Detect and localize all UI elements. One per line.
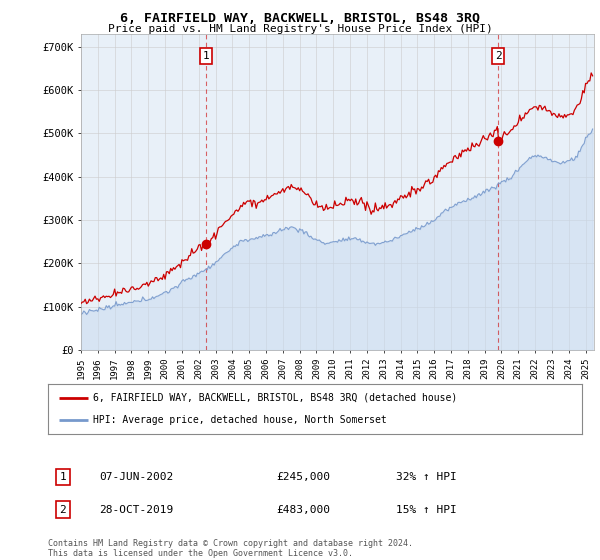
Text: 6, FAIRFIELD WAY, BACKWELL, BRISTOL, BS48 3RQ: 6, FAIRFIELD WAY, BACKWELL, BRISTOL, BS4… xyxy=(120,12,480,25)
Text: 15% ↑ HPI: 15% ↑ HPI xyxy=(396,505,457,515)
Text: 28-OCT-2019: 28-OCT-2019 xyxy=(99,505,173,515)
Text: 07-JUN-2002: 07-JUN-2002 xyxy=(99,472,173,482)
Text: Contains HM Land Registry data © Crown copyright and database right 2024.
This d: Contains HM Land Registry data © Crown c… xyxy=(48,539,413,558)
Text: £245,000: £245,000 xyxy=(276,472,330,482)
Text: HPI: Average price, detached house, North Somerset: HPI: Average price, detached house, Nort… xyxy=(94,415,387,425)
Text: £483,000: £483,000 xyxy=(276,505,330,515)
Text: 2: 2 xyxy=(495,51,502,60)
Text: 32% ↑ HPI: 32% ↑ HPI xyxy=(396,472,457,482)
Text: 6, FAIRFIELD WAY, BACKWELL, BRISTOL, BS48 3RQ (detached house): 6, FAIRFIELD WAY, BACKWELL, BRISTOL, BS4… xyxy=(94,393,458,403)
Text: 1: 1 xyxy=(203,51,209,60)
Text: 2: 2 xyxy=(59,505,67,515)
Text: 1: 1 xyxy=(59,472,67,482)
Text: Price paid vs. HM Land Registry's House Price Index (HPI): Price paid vs. HM Land Registry's House … xyxy=(107,24,493,34)
